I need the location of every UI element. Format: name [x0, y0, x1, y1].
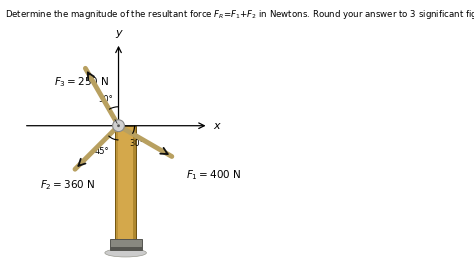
Text: x: x [213, 121, 220, 131]
Text: $F_3 = 250$ N: $F_3 = 250$ N [54, 75, 109, 89]
Circle shape [117, 124, 120, 127]
Text: 30°: 30° [98, 95, 113, 104]
Bar [109, 247, 142, 250]
Bar [109, 239, 142, 250]
Text: Determine the magnitude of the resultant force $F_R$=$F_1$+$F_2$ in Newtons. Rou: Determine the magnitude of the resultant… [5, 8, 474, 21]
Bar [115, 126, 137, 239]
Text: $F_1 = 400$ N: $F_1 = 400$ N [186, 168, 241, 182]
Bar [115, 126, 118, 239]
Circle shape [113, 120, 125, 132]
Text: $F_2 = 360$ N: $F_2 = 360$ N [40, 179, 96, 193]
Text: 45°: 45° [95, 147, 109, 156]
Bar [133, 126, 137, 239]
Text: 30°: 30° [129, 139, 144, 148]
Text: y: y [115, 28, 122, 38]
Ellipse shape [105, 249, 146, 257]
